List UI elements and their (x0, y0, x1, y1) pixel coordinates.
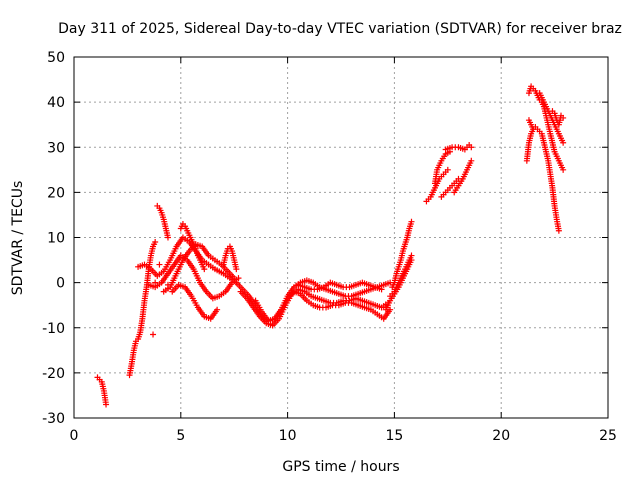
data-point (560, 166, 567, 173)
data-point (444, 166, 451, 173)
data-point (231, 275, 238, 282)
series-hump-7h (220, 243, 240, 273)
series-night-3 (525, 117, 537, 133)
x-tick-label: 15 (385, 428, 403, 444)
series-afternoon-rise-3 (387, 252, 415, 300)
x-tick-label: 0 (70, 428, 79, 444)
data-point (164, 281, 171, 288)
y-tick-label: 30 (47, 140, 65, 156)
data-point (152, 239, 159, 246)
data-point (555, 227, 562, 234)
data-point (455, 175, 462, 182)
data-point (103, 401, 110, 408)
data-point (468, 144, 475, 151)
data-point (408, 218, 415, 225)
series-late-3 (442, 141, 475, 153)
data-point (378, 286, 385, 293)
series-night-1 (523, 123, 562, 234)
y-tick-label: 10 (47, 231, 65, 247)
series-morning-rise-a (126, 239, 159, 379)
data-point (530, 126, 537, 133)
series-midday-c (252, 288, 394, 324)
series-late-2 (431, 148, 453, 187)
series-afternoon-rise-1 (389, 218, 415, 291)
series-late-1 (423, 166, 451, 205)
series-midday-d (295, 279, 385, 293)
series-night-5 (549, 108, 567, 128)
data-point (560, 114, 567, 121)
data-point (408, 252, 415, 259)
chart-title: Day 311 of 2025, Sidereal Day-to-day VTE… (58, 21, 622, 37)
x-axis-label: GPS time / hours (282, 459, 399, 475)
y-tick-label: -30 (42, 411, 65, 427)
data-point (560, 139, 567, 146)
x-tick-label: 10 (279, 428, 297, 444)
data-point (156, 261, 163, 268)
series-late-5 (438, 175, 462, 200)
series-arc-5h (177, 220, 208, 273)
x-tick-label: 5 (176, 428, 185, 444)
series-morning-cluster-4 (169, 281, 221, 322)
data-point (201, 266, 208, 273)
data-point (164, 234, 171, 241)
data-point (468, 157, 475, 164)
series-late-4 (451, 157, 475, 196)
y-tick-label: 0 (56, 276, 65, 292)
y-tick-label: -10 (42, 321, 65, 337)
data-point (233, 266, 240, 273)
y-axis-label: SDTVAR / TECUs (10, 181, 26, 296)
data-points (94, 83, 567, 408)
x-tick-label: 25 (599, 428, 617, 444)
series-outliers (150, 261, 171, 338)
data-point (150, 331, 157, 338)
data-point (152, 279, 159, 286)
grid (74, 57, 608, 418)
data-point (214, 306, 221, 313)
series-spike-4h (154, 202, 171, 241)
y-tick-label: -20 (42, 366, 65, 382)
series-morning-cluster-3 (160, 241, 238, 295)
x-tick-label: 20 (492, 428, 510, 444)
y-tick-label: 40 (47, 95, 65, 111)
axis-ticks: 0 5 10 15 20 25 -30 -20 -10 0 10 20 30 40 50 (42, 50, 617, 444)
y-tick-label: 50 (47, 50, 65, 66)
y-tick-label: 20 (47, 185, 65, 201)
series-early-low (94, 374, 110, 408)
